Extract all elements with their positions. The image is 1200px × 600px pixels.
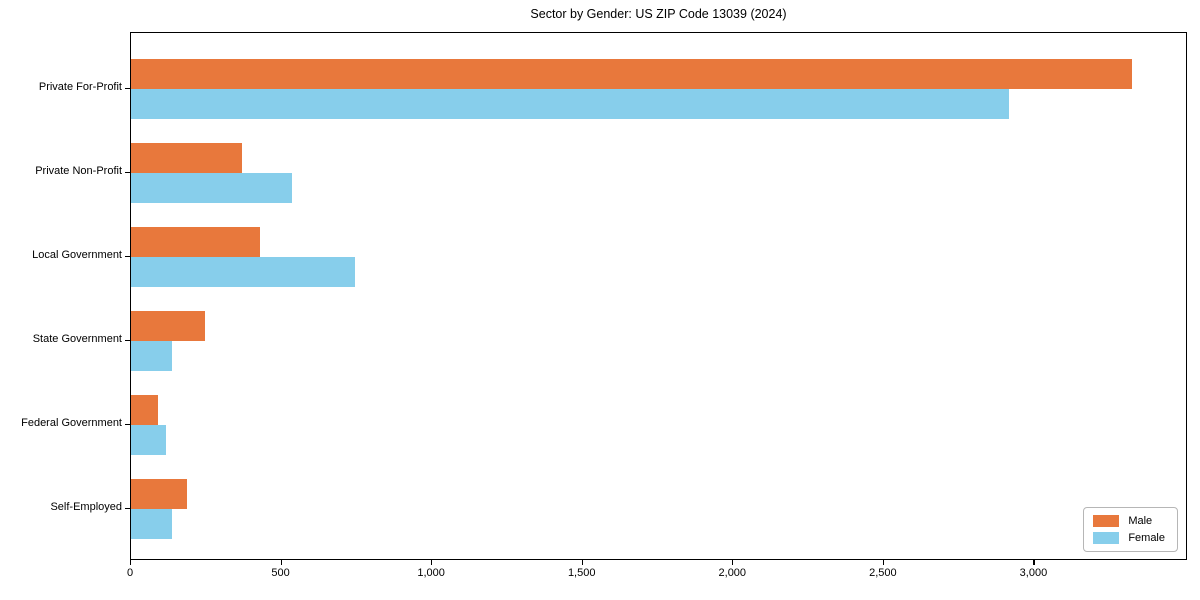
- male-bar: [131, 395, 159, 425]
- y-tick-mark: [125, 172, 130, 174]
- legend-item-male: Male: [1093, 515, 1165, 527]
- male-bar: [131, 311, 205, 341]
- y-tick-label: Private For-Profit: [38, 81, 122, 93]
- y-tick-label: Federal Government: [21, 417, 122, 429]
- y-tick-label: Self-Employed: [50, 501, 122, 513]
- x-tick-label: 2,500: [869, 567, 897, 579]
- female-bar: [131, 425, 166, 455]
- x-tick-mark: [882, 560, 885, 565]
- x-tick-mark: [581, 560, 583, 565]
- y-tick-mark: [125, 88, 130, 90]
- x-tick-label: 2,000: [718, 567, 747, 579]
- legend-item-female: Female: [1093, 532, 1165, 544]
- y-tick-mark: [125, 424, 130, 426]
- male-bar: [131, 143, 243, 173]
- plot-area: [130, 32, 1187, 560]
- legend-label: Female: [1128, 532, 1165, 544]
- y-tick-label: State Government: [32, 333, 122, 345]
- male-bar: [131, 479, 187, 509]
- male-swatch-icon: [1093, 515, 1120, 527]
- female-swatch-icon: [1093, 532, 1120, 544]
- y-tick-label: Local Government: [32, 249, 122, 261]
- x-tick-mark: [732, 560, 734, 565]
- x-tick-mark: [1033, 560, 1035, 565]
- female-bar: [131, 89, 1009, 119]
- x-tick-label: 1,000: [417, 567, 445, 579]
- female-bar: [131, 341, 172, 371]
- male-bar: [131, 59, 1133, 89]
- legend-label: Male: [1128, 515, 1153, 527]
- x-tick-mark: [280, 560, 282, 565]
- legend: Male Female: [1083, 507, 1178, 552]
- chart-title: Sector by Gender: US ZIP Code 13039 (202…: [530, 7, 787, 21]
- female-bar: [131, 257, 356, 287]
- y-tick-label: Private Non-Profit: [35, 165, 122, 177]
- female-bar: [131, 509, 172, 539]
- x-tick-label: 1,500: [567, 567, 596, 579]
- y-tick-mark: [125, 256, 130, 258]
- female-bar: [131, 173, 293, 203]
- x-tick-label: 3,000: [1019, 567, 1048, 579]
- x-tick-label: 0: [126, 567, 134, 579]
- x-tick-mark: [431, 560, 433, 565]
- x-tick-label: 500: [271, 567, 290, 579]
- y-tick-mark: [125, 340, 130, 342]
- x-tick-mark: [130, 560, 132, 565]
- y-tick-mark: [125, 508, 130, 510]
- male-bar: [131, 227, 261, 257]
